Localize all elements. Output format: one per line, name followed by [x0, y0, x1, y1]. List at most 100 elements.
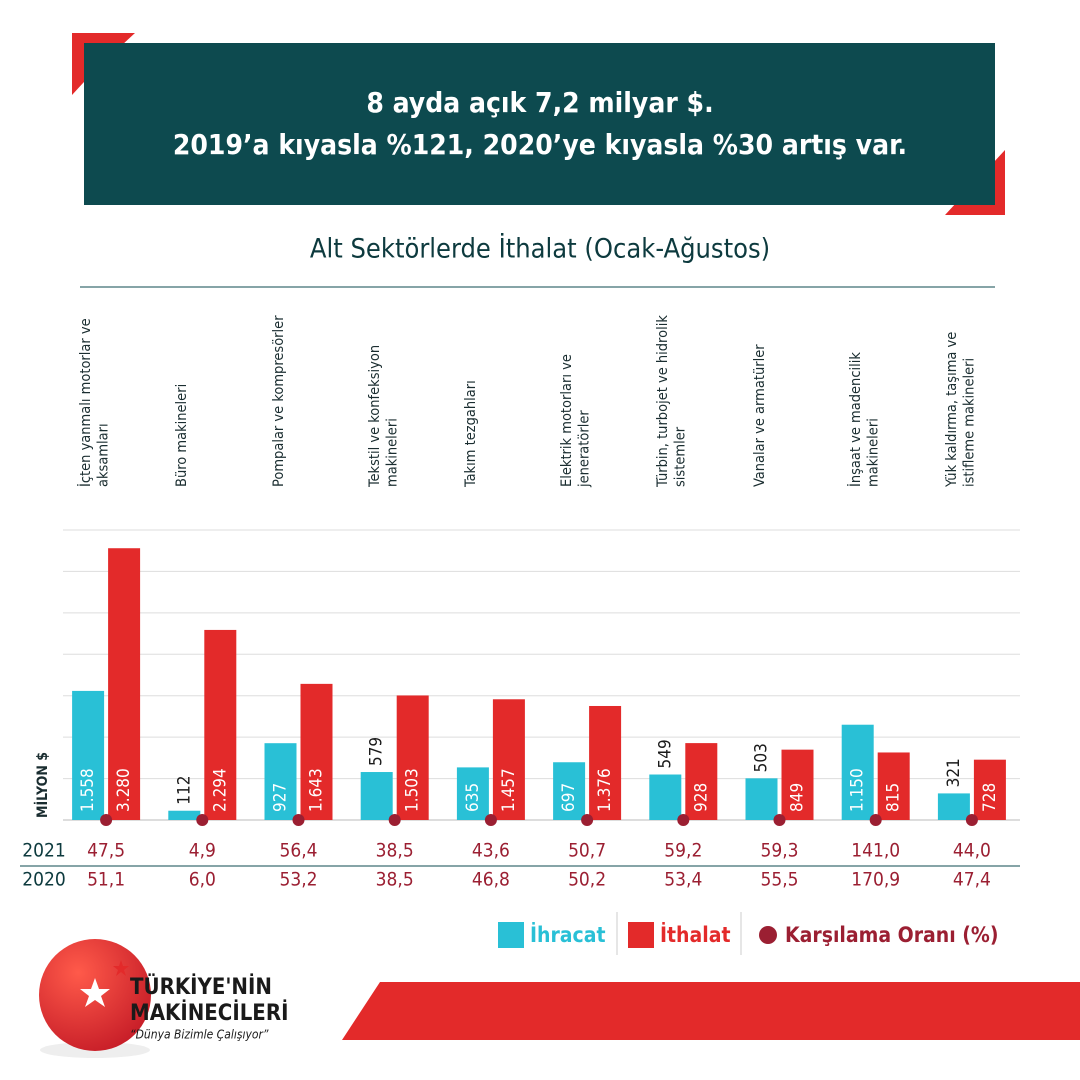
category-label: Büro makineleri: [174, 383, 191, 487]
coverage-year: 2021: [22, 840, 66, 862]
value-label: 1.376: [595, 768, 615, 812]
bar: [649, 774, 682, 820]
coverage-value: 50,7: [568, 840, 606, 862]
bar: [937, 793, 970, 820]
coverage-dot: [965, 814, 978, 826]
bar: [456, 767, 489, 820]
coverage-value: 170,9: [851, 869, 900, 891]
coverage-value: 59,3: [760, 840, 798, 862]
value-label: 2.294: [210, 768, 230, 812]
bar: [300, 683, 333, 820]
bar: [685, 743, 718, 820]
coverage-value: 50,2: [568, 869, 606, 891]
category-label: Elektrik motorları ve jeneratörler: [559, 354, 593, 487]
bar: [108, 548, 141, 820]
coverage-value: 51,1: [87, 869, 125, 891]
header-line: 2019’a kıyasla %121, 2020’ye kıyasla %30…: [173, 128, 907, 161]
bar: [781, 749, 814, 820]
coverage-value: 47,5: [87, 840, 125, 862]
coverage-value: 141,0: [851, 840, 900, 862]
value-label: 1.643: [307, 768, 327, 812]
coverage-value: 53,2: [279, 869, 317, 891]
bar: [168, 810, 201, 820]
value-label: 928: [691, 783, 711, 812]
coverage-dot: [869, 814, 882, 826]
coverage-dot: [677, 814, 690, 826]
coverage-value: 59,2: [664, 840, 702, 862]
y-axis-label: MİLYON $: [34, 752, 51, 818]
value-label: 849: [788, 783, 808, 812]
coverage-dot: [100, 814, 113, 826]
value-label: 728: [980, 783, 1000, 812]
coverage-value: 38,5: [376, 840, 414, 862]
value-label: 503: [752, 743, 772, 772]
value-label: 815: [884, 783, 904, 812]
coverage-year: 2020: [22, 869, 66, 891]
value-label: 3.280: [114, 768, 134, 812]
category-label: Vanalar ve armatürler: [751, 344, 768, 487]
logo-text: TÜRKİYE'NİN: [130, 974, 272, 1000]
coverage-value: 53,4: [664, 869, 702, 891]
coverage-dot: [773, 814, 786, 826]
value-label: 927: [271, 783, 291, 812]
category-label: Türbin, turbojet ve hidrolik sistemler: [655, 315, 689, 487]
bar: [492, 699, 525, 820]
value-label: 579: [367, 737, 387, 766]
category-label: Tekstil ve konfeksiyon makineleri: [366, 344, 401, 487]
legend-label: İhracat: [530, 922, 606, 947]
coverage-value: 47,4: [953, 869, 991, 891]
header-line: 8 ayda açık 7,2 milyar $.: [366, 86, 713, 119]
legend-swatch: [628, 922, 654, 948]
bar: [264, 743, 297, 820]
category-label: İnşaat ve madencilik makineleri: [847, 352, 882, 487]
legend-dot: [759, 926, 777, 944]
value-label: 112: [174, 776, 194, 805]
coverage-value: 4,9: [189, 840, 216, 862]
value-label: 549: [655, 739, 675, 768]
legend-swatch: [498, 922, 524, 948]
value-label: 635: [463, 783, 483, 812]
chart-title: Alt Sektörlerde İthalat (Ocak-Ağustos): [310, 233, 770, 265]
bar: [973, 759, 1006, 820]
bar: [745, 778, 778, 820]
category-label: İçten yanmalı motorlar ve aksamları: [78, 318, 112, 487]
coverage-value: 43,6: [472, 840, 510, 862]
coverage-value: 38,5: [376, 869, 414, 891]
coverage-dot: [196, 814, 209, 826]
logo-star: [113, 960, 129, 976]
legend-label: Karşılama Oranı (%): [785, 923, 998, 947]
bar: [877, 752, 910, 820]
logo-slogan: “Dünya Bizimle Çalışıyor”: [130, 1028, 269, 1042]
logo-text: MAKİNECİLERİ: [130, 1000, 288, 1026]
category-label: Yük kaldırma, taşıma ve istifleme makine…: [943, 331, 978, 487]
value-label: 697: [559, 783, 579, 812]
coverage-value: 6,0: [189, 869, 216, 891]
value-label: 1.150: [848, 768, 868, 812]
bar: [72, 690, 105, 820]
bar: [396, 695, 429, 820]
value-label: 1.558: [78, 768, 98, 812]
header-box: [84, 43, 995, 205]
value-label: 321: [944, 758, 964, 787]
value-label: 1.503: [403, 768, 423, 812]
coverage-value: 56,4: [279, 840, 317, 862]
category-label: Pompalar ve kompresörler: [270, 315, 287, 487]
footer-band: [342, 982, 1080, 1040]
coverage-value: 44,0: [953, 840, 991, 862]
category-label: Takım tezgahları: [462, 380, 479, 487]
coverage-dot: [581, 814, 594, 826]
bar: [204, 629, 237, 820]
coverage-dot: [292, 814, 305, 826]
legend-label: İthalat: [660, 922, 731, 947]
coverage-value: 55,5: [760, 869, 798, 891]
bar: [589, 705, 622, 820]
coverage-dot: [388, 814, 401, 826]
bar: [360, 772, 393, 820]
value-label: 1.457: [499, 768, 519, 812]
coverage-dot: [484, 814, 497, 826]
bar: [553, 762, 586, 820]
bar: [841, 724, 874, 820]
logo-star: [80, 978, 110, 1007]
